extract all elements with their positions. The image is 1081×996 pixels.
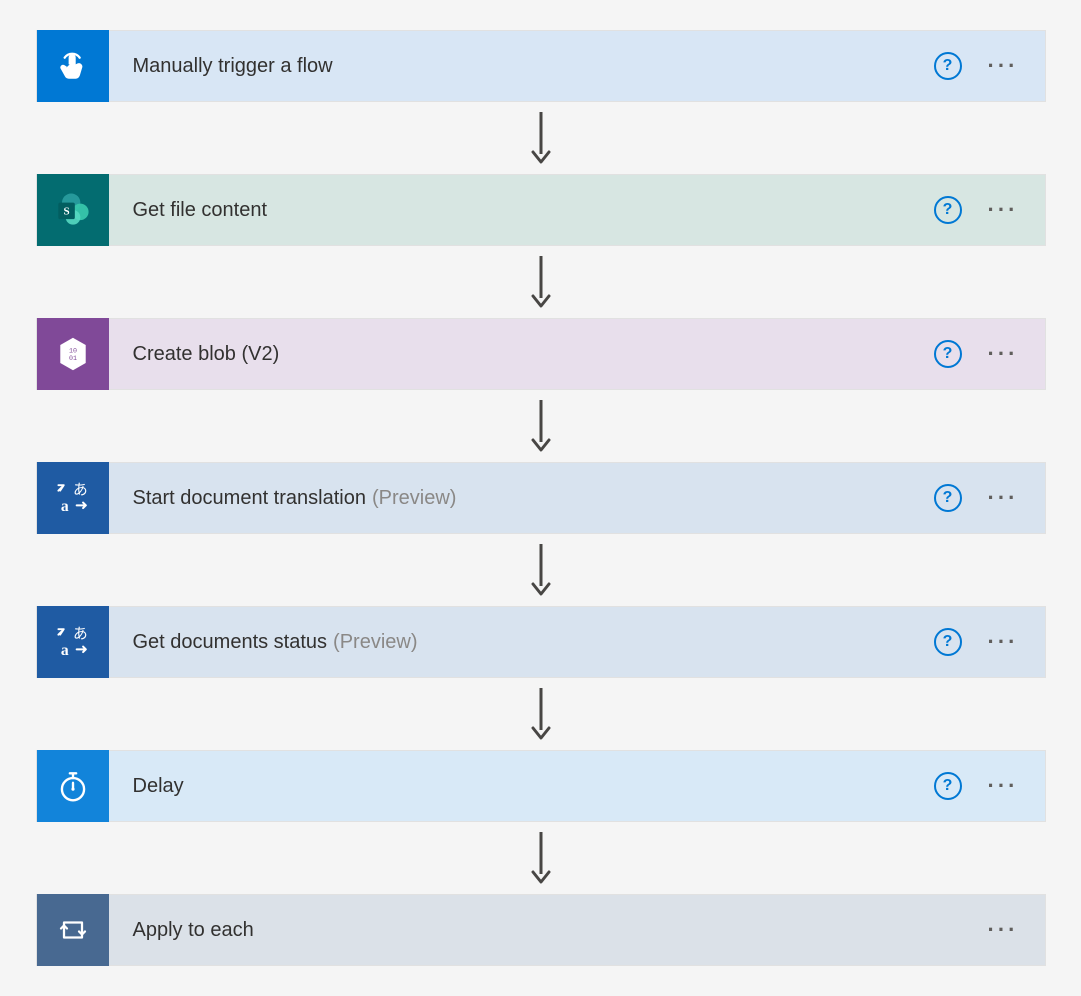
step-title: Manually trigger a flow bbox=[133, 55, 333, 78]
arrow-down-icon bbox=[531, 822, 551, 894]
svg-text:S: S bbox=[63, 206, 69, 218]
blob-icon: 10 01 bbox=[37, 318, 109, 390]
loop-icon bbox=[37, 894, 109, 966]
flow-step-create-blob[interactable]: 10 01 Create blob (V2)? ··· bbox=[36, 318, 1046, 390]
flow-container: Manually trigger a flow? ··· S Get file c… bbox=[36, 30, 1046, 966]
step-body: Manually trigger a flow? ··· bbox=[109, 31, 1045, 101]
more-button[interactable]: ··· bbox=[982, 343, 1025, 365]
step-body: Get documents status(Preview)? ··· bbox=[109, 607, 1045, 677]
help-icon[interactable]: ? bbox=[934, 52, 962, 80]
more-button[interactable]: ··· bbox=[982, 199, 1025, 221]
svg-text:あ: あ bbox=[72, 625, 87, 642]
step-title: Start document translation bbox=[133, 487, 366, 510]
step-title: Get file content bbox=[133, 199, 268, 222]
more-button[interactable]: ··· bbox=[982, 487, 1025, 509]
step-title: Get documents status bbox=[133, 631, 328, 654]
step-title: Delay bbox=[133, 775, 184, 798]
flow-step-apply-each[interactable]: Apply to each ··· bbox=[36, 894, 1046, 966]
more-button[interactable]: ··· bbox=[982, 55, 1025, 77]
tap-icon bbox=[37, 30, 109, 102]
help-icon[interactable]: ? bbox=[934, 484, 962, 512]
step-body: Start document translation (Preview)? ··· bbox=[109, 463, 1045, 533]
step-body: Delay? ··· bbox=[109, 751, 1045, 821]
step-title: Apply to each bbox=[133, 919, 254, 942]
step-title: Create blob (V2) bbox=[133, 343, 280, 366]
svg-text:あ: あ bbox=[72, 481, 87, 498]
stopwatch-icon bbox=[37, 750, 109, 822]
step-body: Apply to each ··· bbox=[109, 895, 1045, 965]
svg-text:a: a bbox=[60, 642, 68, 659]
sharepoint-icon: S bbox=[37, 174, 109, 246]
help-icon[interactable]: ? bbox=[934, 196, 962, 224]
arrow-down-icon bbox=[531, 102, 551, 174]
flow-step-delay[interactable]: Delay? ··· bbox=[36, 750, 1046, 822]
help-icon[interactable]: ? bbox=[934, 628, 962, 656]
arrow-down-icon bbox=[531, 678, 551, 750]
translate-icon: あ a bbox=[37, 462, 109, 534]
more-button[interactable]: ··· bbox=[982, 919, 1025, 941]
help-icon[interactable]: ? bbox=[934, 772, 962, 800]
translate-icon: あ a bbox=[37, 606, 109, 678]
help-icon[interactable]: ? bbox=[934, 340, 962, 368]
flow-step-trigger[interactable]: Manually trigger a flow? ··· bbox=[36, 30, 1046, 102]
arrow-down-icon bbox=[531, 534, 551, 606]
step-suffix: (Preview) bbox=[333, 631, 417, 654]
flow-step-start-translate[interactable]: あ a Start document translation (Preview)?… bbox=[36, 462, 1046, 534]
arrow-down-icon bbox=[531, 390, 551, 462]
step-body: Get file content? ··· bbox=[109, 175, 1045, 245]
more-button[interactable]: ··· bbox=[982, 631, 1025, 653]
svg-text:01: 01 bbox=[69, 354, 77, 362]
svg-text:a: a bbox=[60, 498, 68, 515]
more-button[interactable]: ··· bbox=[982, 775, 1025, 797]
step-suffix: (Preview) bbox=[372, 487, 456, 510]
step-body: Create blob (V2)? ··· bbox=[109, 319, 1045, 389]
arrow-down-icon bbox=[531, 246, 551, 318]
flow-step-get-file[interactable]: S Get file content? ··· bbox=[36, 174, 1046, 246]
flow-step-get-status[interactable]: あ a Get documents status(Preview)? ··· bbox=[36, 606, 1046, 678]
